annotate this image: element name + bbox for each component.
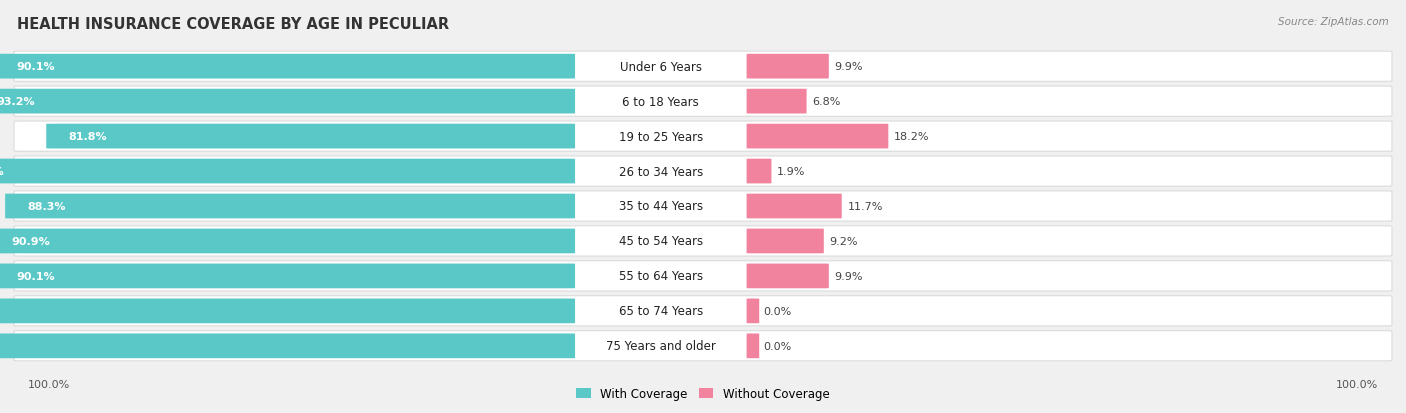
Text: 35 to 44 Years: 35 to 44 Years (619, 200, 703, 213)
FancyBboxPatch shape (14, 87, 1392, 117)
Text: 75 Years and older: 75 Years and older (606, 339, 716, 352)
FancyBboxPatch shape (747, 194, 842, 219)
Text: 65 to 74 Years: 65 to 74 Years (619, 305, 703, 318)
FancyBboxPatch shape (747, 264, 828, 289)
FancyBboxPatch shape (14, 261, 1392, 291)
FancyBboxPatch shape (747, 334, 759, 358)
Text: Under 6 Years: Under 6 Years (620, 61, 702, 74)
FancyBboxPatch shape (0, 264, 575, 289)
Text: 19 to 25 Years: 19 to 25 Years (619, 130, 703, 143)
FancyBboxPatch shape (0, 159, 575, 184)
FancyBboxPatch shape (0, 90, 575, 114)
FancyBboxPatch shape (0, 229, 575, 254)
Text: 9.9%: 9.9% (834, 62, 863, 72)
FancyBboxPatch shape (14, 331, 1392, 361)
Text: 18.2%: 18.2% (894, 132, 929, 142)
FancyBboxPatch shape (14, 157, 1392, 187)
FancyBboxPatch shape (747, 90, 807, 114)
FancyBboxPatch shape (14, 122, 1392, 152)
Text: 45 to 54 Years: 45 to 54 Years (619, 235, 703, 248)
Text: 11.7%: 11.7% (848, 202, 883, 211)
Text: 100.0%: 100.0% (1336, 379, 1378, 389)
FancyBboxPatch shape (6, 194, 575, 219)
FancyBboxPatch shape (0, 334, 575, 358)
FancyBboxPatch shape (46, 124, 575, 149)
Text: 1.9%: 1.9% (778, 166, 806, 177)
FancyBboxPatch shape (14, 192, 1392, 221)
Text: 90.9%: 90.9% (11, 236, 51, 247)
FancyBboxPatch shape (14, 296, 1392, 326)
Text: 98.1%: 98.1% (0, 166, 4, 177)
Text: 55 to 64 Years: 55 to 64 Years (619, 270, 703, 283)
Text: 90.1%: 90.1% (17, 271, 55, 281)
Legend: With Coverage, Without Coverage: With Coverage, Without Coverage (572, 382, 834, 405)
Text: Source: ZipAtlas.com: Source: ZipAtlas.com (1278, 17, 1389, 26)
FancyBboxPatch shape (0, 299, 575, 323)
FancyBboxPatch shape (747, 299, 759, 323)
Text: 81.8%: 81.8% (69, 132, 107, 142)
FancyBboxPatch shape (0, 55, 575, 79)
Text: 0.0%: 0.0% (763, 306, 792, 316)
FancyBboxPatch shape (747, 159, 772, 184)
FancyBboxPatch shape (14, 52, 1392, 82)
FancyBboxPatch shape (14, 226, 1392, 256)
Text: 9.2%: 9.2% (830, 236, 858, 247)
Text: 88.3%: 88.3% (28, 202, 66, 211)
FancyBboxPatch shape (747, 124, 889, 149)
Text: 0.0%: 0.0% (763, 341, 792, 351)
FancyBboxPatch shape (747, 229, 824, 254)
Text: 93.2%: 93.2% (0, 97, 35, 107)
Text: 100.0%: 100.0% (28, 379, 70, 389)
Text: 6.8%: 6.8% (813, 97, 841, 107)
Text: 26 to 34 Years: 26 to 34 Years (619, 165, 703, 178)
Text: 6 to 18 Years: 6 to 18 Years (623, 95, 699, 108)
FancyBboxPatch shape (747, 55, 828, 79)
Text: HEALTH INSURANCE COVERAGE BY AGE IN PECULIAR: HEALTH INSURANCE COVERAGE BY AGE IN PECU… (17, 17, 449, 31)
Text: 9.9%: 9.9% (834, 271, 863, 281)
Text: 90.1%: 90.1% (17, 62, 55, 72)
